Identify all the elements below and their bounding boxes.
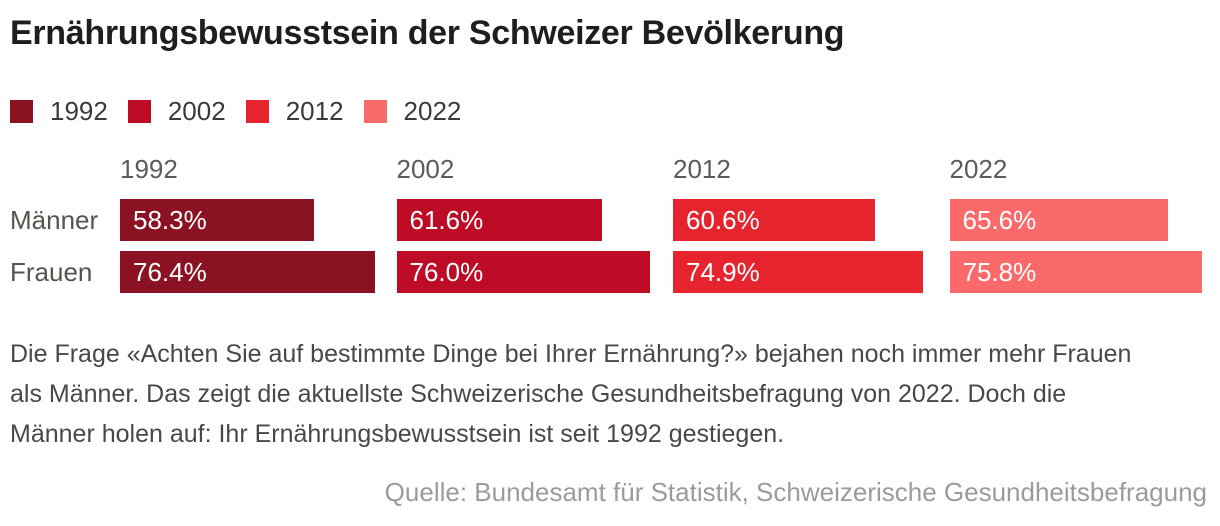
legend-swatch-2002 [127,100,151,123]
legend-item-2012: 2012 [245,96,344,127]
bar-2012-maenner: 60.6% [673,199,876,241]
chart-description: Die Frage «Achten Sie auf bestimmte Ding… [10,334,1206,454]
bar-1992-maenner: 58.3% [120,199,315,241]
description-line-3: Männer holen auf: Ihr Ernährungsbewussts… [10,420,785,448]
legend-label-2002: 2002 [167,96,226,126]
bar-cell: 58.3% [120,199,379,241]
chart-row-maenner: Männer 58.3% 61.6% 60.6% [0,199,1220,241]
column-header-2012: 2012 [673,154,731,184]
bar-2022-maenner: 65.6% [949,199,1169,241]
bar-cell: 76.4% [120,251,379,293]
bar-value-label: 76.0% [409,256,484,287]
bar-value-label: 76.4% [133,256,207,287]
bar-value-label: 75.8% [962,256,1037,287]
bar-2012-frauen: 74.9% [673,251,923,293]
bar-cell: 74.9% [673,251,932,293]
chart-row-frauen: Frauen 76.4% 76.0% 74.9% [0,251,1220,293]
bar-value-label: 60.6% [686,204,760,235]
row-label-frauen: Frauen [10,256,93,287]
row-label-maenner: Männer [10,204,99,235]
legend: 1992 2002 2012 2022 [10,96,481,127]
source-credit: Quelle: Bundesamt für Statistik, Schweiz… [384,477,1207,507]
bar-2002-frauen: 76.0% [396,251,650,293]
label-column-spacer [0,156,120,182]
bar-chart: 1992 2002 2012 2022 Männer 58.3% 61.6% [0,156,1220,303]
bar-cell: 61.6% [396,199,656,241]
bar-value-label: 61.6% [409,204,484,235]
bar-cell: 60.6% [673,199,932,241]
bar-value-label: 65.6% [962,204,1037,235]
legend-item-1992: 1992 [10,96,108,127]
bar-value-label: 58.3% [133,204,207,235]
bar-1992-frauen: 76.4% [120,251,375,293]
bar-2002-maenner: 61.6% [396,199,602,241]
column-header-1992: 1992 [120,154,178,184]
legend-item-2002: 2002 [127,96,226,127]
description-line-2: als Männer. Das zeigt die aktuellste Sch… [10,380,1067,408]
bar-cell: 76.0% [396,251,656,293]
bar-cell: 65.6% [949,199,1209,241]
chart-title: Ernährungsbewusstsein der Schweizer Bevö… [10,14,845,52]
legend-label-2022: 2022 [403,96,462,126]
bar-cell: 75.8% [949,251,1209,293]
legend-swatch-2012 [245,100,269,123]
legend-swatch-1992 [10,100,33,123]
column-header-row: 1992 2002 2012 2022 [0,156,1220,182]
bar-value-label: 74.9% [686,256,760,287]
column-header-2002: 2002 [396,154,455,184]
legend-label-1992: 1992 [50,96,108,126]
legend-item-2022: 2022 [363,96,462,127]
bar-2022-frauen: 75.8% [949,251,1203,293]
column-header-2022: 2022 [949,154,1008,184]
legend-label-2012: 2012 [285,96,344,126]
legend-swatch-2022 [363,100,387,123]
description-line-1: Die Frage «Achten Sie auf bestimmte Ding… [10,340,1132,368]
